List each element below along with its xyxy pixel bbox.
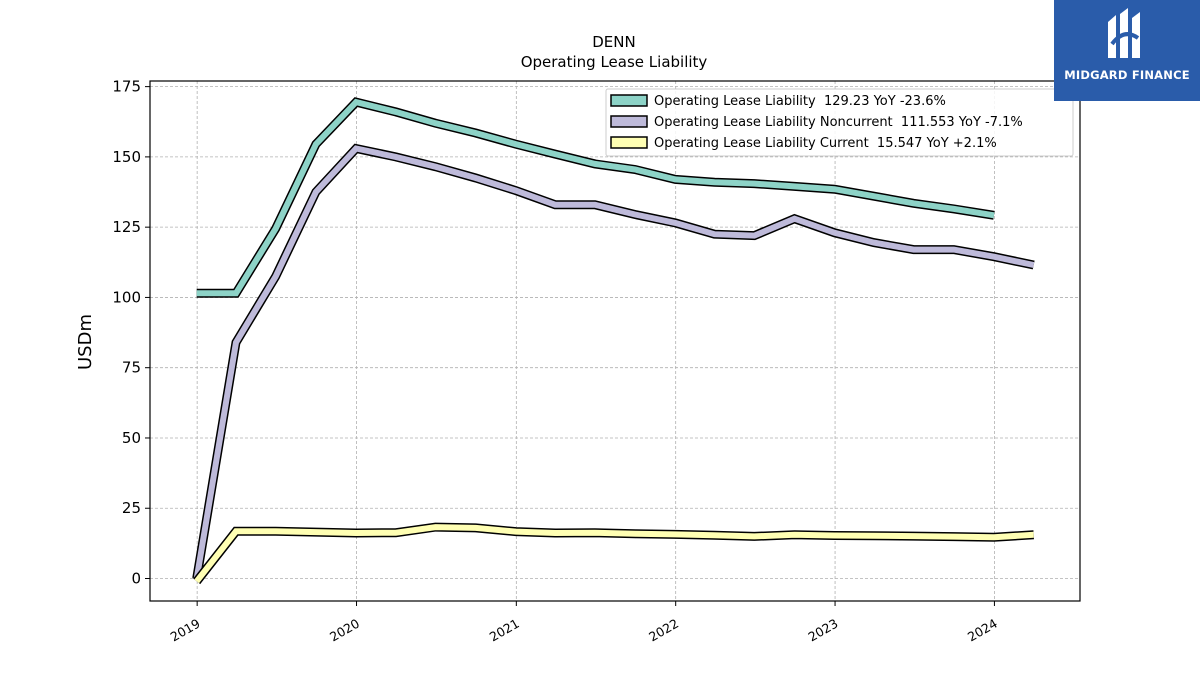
x-tick-label: 2023: [806, 616, 841, 645]
series-line-outline-2: [192, 143, 1035, 580]
logo-mark-icon: [1108, 8, 1140, 58]
legend-label: Operating Lease Liability Noncurrent 111…: [654, 115, 1023, 130]
plot-frame: [149, 80, 1081, 602]
y-tick-label: 100: [112, 288, 141, 306]
brand-logo: MIDGARD FINANCE: [1054, 0, 1200, 101]
y-tick-label: 75: [122, 359, 141, 377]
x-tick-label: 2024: [965, 616, 1000, 645]
x-tick-label: 2022: [646, 616, 681, 645]
x-tick-label: 2021: [487, 616, 522, 645]
y-axis-ticks: 0 25 50 75 100 125 150 175: [112, 78, 150, 588]
series-line-2: [193, 145, 1035, 579]
x-tick-label: 2020: [327, 616, 362, 645]
legend-label: Operating Lease Liability 129.23 YoY -23…: [654, 94, 946, 109]
chart-title: DENN: [592, 33, 635, 51]
legend-swatch: [610, 115, 648, 128]
series-line-1: [196, 98, 995, 297]
series-line-3: [194, 524, 1034, 584]
chart-subtitle: Operating Lease Liability: [521, 53, 708, 71]
logo-text: MIDGARD FINANCE: [1064, 68, 1190, 82]
legend-swatch: [610, 94, 648, 107]
legend-box: [605, 88, 1074, 157]
legend-label: Operating Lease Liability Current 15.547…: [654, 136, 997, 151]
y-tick-label: 125: [112, 218, 141, 236]
y-tick-label: 50: [122, 429, 141, 447]
y-tick-label: 175: [112, 78, 141, 96]
y-axis-label: USDm: [75, 314, 96, 370]
series-lines: [192, 97, 1035, 585]
y-tick-label: 25: [122, 499, 141, 517]
grid: [150, 81, 1080, 601]
y-tick-label: 150: [112, 148, 141, 166]
x-axis-ticks: 2019 2020 2021 2022 2023 2024: [168, 601, 1000, 645]
legend-swatch: [610, 136, 648, 149]
y-tick-label: 0: [131, 570, 141, 588]
legend: Operating Lease Liability 129.23 YoY -23…: [605, 88, 1074, 157]
x-tick-label: 2019: [168, 616, 203, 645]
